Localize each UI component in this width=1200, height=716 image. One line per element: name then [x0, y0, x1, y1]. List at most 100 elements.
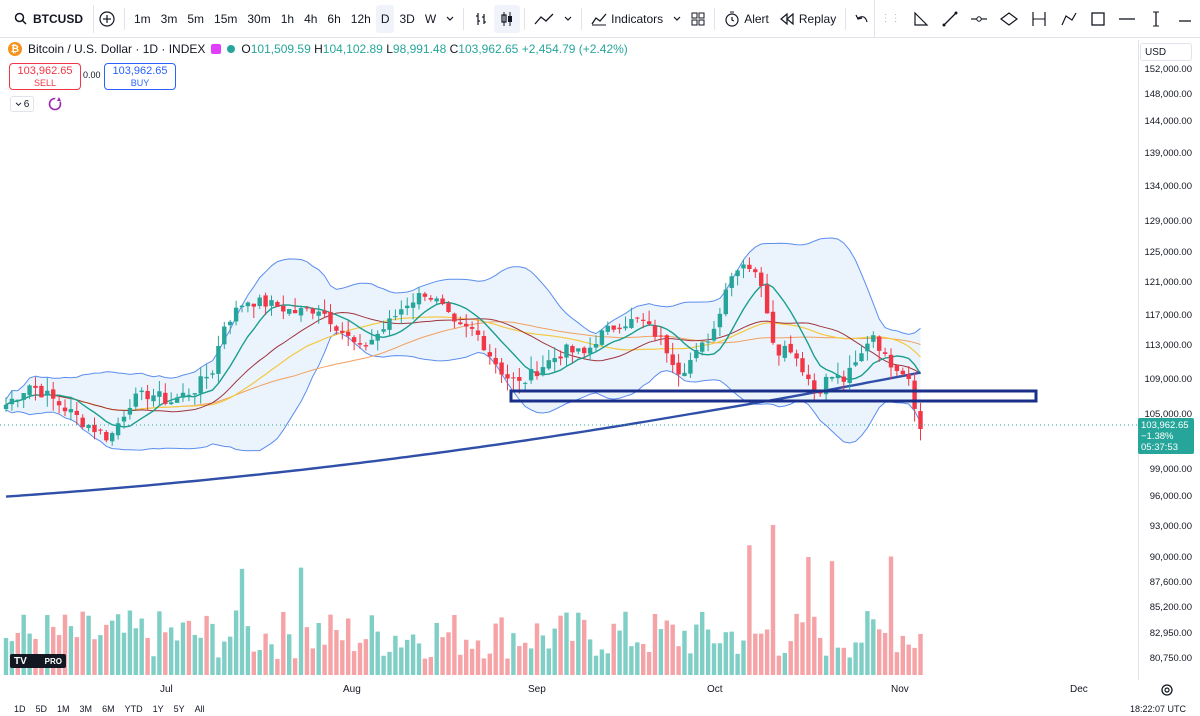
interval-6h-button[interactable]: 6h	[327, 11, 341, 26]
time-tick-label: Jul	[160, 684, 173, 695]
candle-body	[298, 308, 304, 316]
volume-bar	[652, 613, 658, 675]
interval-3d-button[interactable]: 3D	[399, 11, 415, 26]
volume-bar	[133, 628, 138, 675]
range-3m-button[interactable]: 3M	[79, 704, 93, 714]
buy-button[interactable]: 103,962.65 BUY	[104, 63, 176, 90]
volume-bar	[440, 637, 445, 675]
candle-body	[3, 404, 9, 410]
range-6m-button[interactable]: 6M	[102, 704, 115, 714]
price-tick-label: 125,000.00	[1144, 247, 1192, 258]
tradingview-pro-logo[interactable]: TV PRO	[10, 654, 66, 668]
horizontal-ray-icon[interactable]	[970, 10, 988, 28]
volume-bar	[198, 637, 203, 675]
range-1d-button[interactable]: 1D	[14, 704, 26, 714]
candle-body	[310, 308, 315, 314]
price-axis[interactable]: 152,000.00 148,000.00 144,000.00 139,000.00…	[1138, 40, 1200, 680]
volume-bar	[192, 634, 197, 675]
rectangle-icon[interactable]	[1089, 10, 1107, 28]
candle-body	[74, 410, 79, 415]
trend-line-icon[interactable]	[941, 10, 959, 28]
volume-bar	[110, 620, 115, 675]
refresh-icon[interactable]	[47, 96, 63, 112]
interval-dropdown-button[interactable]	[441, 5, 459, 33]
volume-bar	[741, 640, 746, 675]
last-change: −1.38%	[1141, 431, 1174, 442]
path-icon[interactable]	[1060, 10, 1078, 28]
candle-body	[764, 284, 770, 314]
range-5y-button[interactable]: 5Y	[173, 704, 185, 714]
minus-icon[interactable]	[1176, 10, 1194, 28]
price-chart[interactable]	[0, 40, 1138, 680]
volume-bar	[871, 619, 876, 675]
volume-bar	[369, 615, 374, 675]
symbol-search-button[interactable]: BTCUSD	[4, 4, 94, 33]
indicators-button[interactable]: Indicators	[586, 5, 668, 33]
volume-bar	[812, 616, 817, 675]
line-chart-type-button[interactable]	[529, 5, 559, 33]
interval-3m-button[interactable]: 3m	[160, 11, 178, 26]
volume-bar	[416, 643, 422, 675]
price-tick-label: 117,000.00	[1145, 310, 1192, 321]
volume-bar	[245, 626, 251, 675]
range-ytd-button[interactable]: YTD	[124, 704, 143, 714]
interval-w-button[interactable]: W	[424, 11, 437, 26]
candle-body	[351, 337, 357, 343]
volume-bar	[505, 658, 510, 675]
interval-5m-button[interactable]: 5m	[187, 11, 205, 26]
ma-9-line	[5, 283, 922, 428]
range-1y-button[interactable]: 1Y	[152, 704, 164, 714]
volume-bar	[351, 651, 357, 675]
utc-clock[interactable]: 18:22:07 UTC	[1129, 704, 1186, 714]
interval-4h-button[interactable]: 4h	[304, 11, 318, 26]
text-cursor-icon[interactable]	[1147, 10, 1165, 28]
range-all-button[interactable]: All	[194, 704, 205, 714]
interval-15m-button[interactable]: 15m	[214, 11, 238, 26]
horizontal-line-icon[interactable]	[1118, 10, 1136, 28]
sell-button[interactable]: 103,962.65 SELL	[9, 63, 81, 90]
triangle-pattern-icon[interactable]	[912, 10, 930, 28]
candle-body	[269, 300, 274, 306]
chart-type-dropdown-button[interactable]	[559, 5, 577, 33]
volume-bar	[51, 626, 56, 675]
candle-body	[104, 431, 109, 441]
alert-button[interactable]: Alert	[719, 5, 774, 33]
candle-body	[641, 319, 646, 321]
layouts-button[interactable]	[686, 5, 710, 33]
volume-bar	[723, 632, 728, 675]
candle-body	[723, 289, 728, 315]
volume-bar	[298, 567, 304, 675]
range-1m-button[interactable]: 1M	[57, 704, 70, 714]
rotated-rectangle-icon[interactable]	[999, 10, 1019, 28]
interval-1h-button[interactable]: 1h	[280, 11, 295, 26]
chevron-down-icon	[446, 16, 454, 21]
volume-bar	[823, 655, 829, 675]
settings-gear-icon[interactable]	[1160, 683, 1174, 697]
range-5d-button[interactable]: 5D	[35, 704, 48, 714]
candle-body	[747, 264, 752, 269]
currency-select[interactable]: USD	[1140, 43, 1192, 61]
volume-bar	[558, 615, 563, 675]
flag-icon[interactable]	[211, 44, 222, 54]
candle-body	[741, 264, 746, 269]
symbol-title[interactable]: Bitcoin / U.S. Dollar · 1D · INDEX	[28, 42, 206, 56]
volume-bar	[835, 647, 841, 675]
interval-30m-button[interactable]: 30m	[247, 11, 271, 26]
interval-d-button[interactable]: D	[375, 4, 395, 33]
indicators-collapse-toggle[interactable]: 6	[10, 96, 34, 112]
price-tick-label: 113,000.00	[1145, 340, 1192, 351]
date-range-icon[interactable]	[1030, 10, 1048, 28]
bar-pattern-button[interactable]	[468, 5, 494, 33]
candles-chart-type-button[interactable]	[494, 4, 521, 33]
undo-button[interactable]	[850, 5, 874, 33]
interval-12h-button[interactable]: 12h	[350, 11, 371, 26]
drag-handle-icon[interactable]: ⋮⋮	[880, 13, 901, 24]
time-axis[interactable]: Jul Aug Sep Oct Nov Dec	[0, 680, 1138, 700]
volume-bar	[163, 632, 168, 675]
drawing-toolbar: ⋮⋮	[874, 0, 1200, 38]
indicators-dropdown-button[interactable]	[668, 5, 686, 33]
interval-1m-button[interactable]: 1m	[134, 11, 151, 26]
volume-bar	[145, 637, 150, 675]
compare-symbol-button[interactable]	[94, 5, 120, 33]
replay-button[interactable]: Replay	[774, 5, 841, 33]
